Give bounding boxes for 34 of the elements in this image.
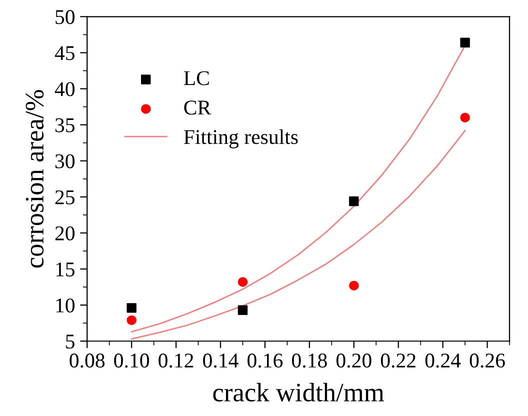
y-tick-label: 15 (56, 262, 74, 276)
x-tick-label: 0.24 (425, 354, 461, 368)
line-series (130, 130, 466, 340)
x-tick-label: 0.08 (70, 354, 105, 368)
point (238, 305, 248, 315)
y-tick-label: 25 (55, 190, 74, 204)
y-tick-label: 20 (55, 226, 75, 240)
point (126, 315, 136, 326)
legend-label: CR (184, 100, 212, 115)
x-tick-label: 0.22 (380, 354, 416, 368)
y-tick-label: 30 (55, 154, 75, 168)
y-tick-label: 35 (55, 118, 74, 132)
x-tick-label: 0.16 (248, 354, 283, 368)
y-tick-label: 5 (66, 334, 74, 349)
y-axis-title: corrosion area/% (26, 90, 44, 268)
x-tick-label: 0.12 (158, 354, 194, 368)
x-tick-label: 0.20 (336, 354, 372, 368)
x-tick-label: 0.18 (292, 354, 327, 368)
point (126, 303, 136, 313)
y-tick-label: 50 (56, 10, 75, 24)
y-tick-label: 45 (54, 46, 74, 60)
legend-label: Fitting results (184, 129, 298, 148)
point (460, 112, 470, 122)
y-tick-label: 10 (56, 298, 75, 312)
y-tick-label: 40 (54, 82, 75, 96)
x-tick-label: 0.26 (470, 354, 505, 368)
legend-label: LC (184, 71, 209, 86)
point (349, 280, 359, 290)
x-tick-label: 0.14 (203, 354, 238, 368)
point (460, 38, 470, 48)
x-axis-title: crack width/mm (213, 382, 384, 402)
point (349, 196, 359, 206)
x-tick-label: 0.10 (114, 354, 150, 368)
point (238, 277, 248, 287)
